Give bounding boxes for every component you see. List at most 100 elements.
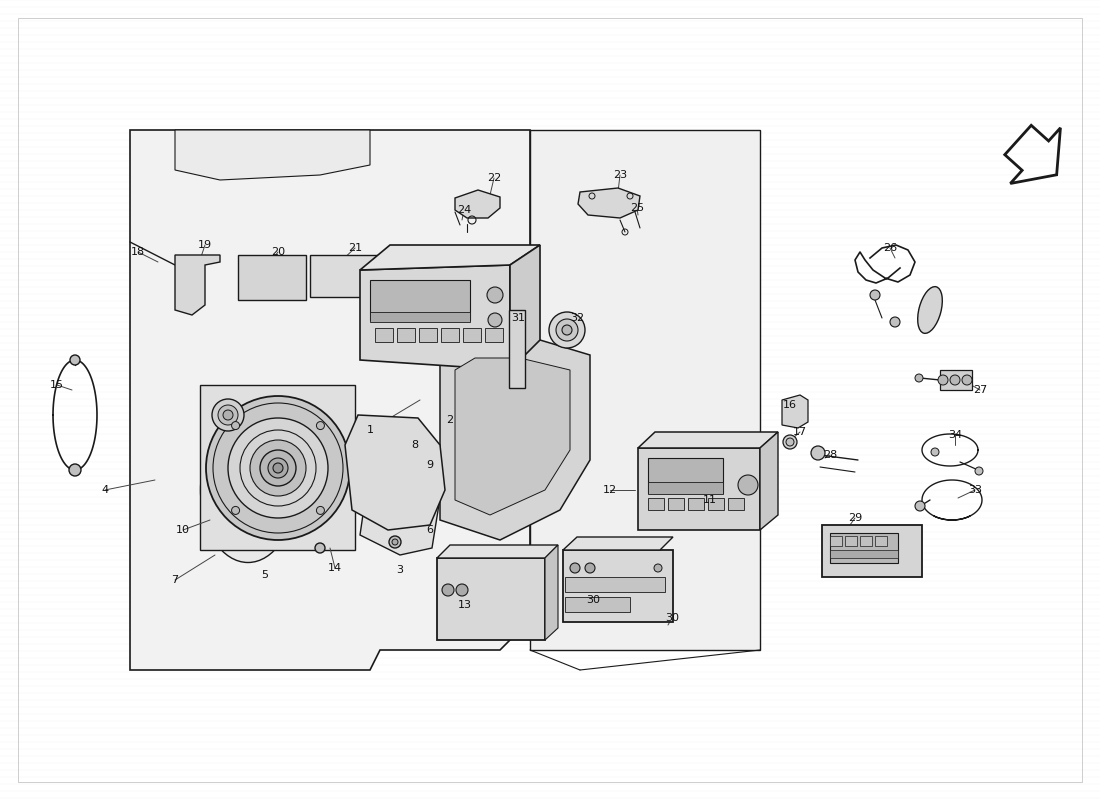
Bar: [830, 533, 898, 563]
Circle shape: [218, 405, 238, 425]
Text: 11: 11: [703, 495, 717, 505]
Circle shape: [392, 539, 398, 545]
Bar: [940, 370, 972, 390]
Text: 28: 28: [823, 450, 837, 460]
Text: 33: 33: [968, 485, 982, 495]
Bar: [728, 498, 744, 510]
Polygon shape: [510, 245, 540, 370]
Circle shape: [268, 458, 288, 478]
Circle shape: [654, 564, 662, 572]
Ellipse shape: [200, 418, 296, 562]
Bar: [565, 597, 630, 612]
Text: 4: 4: [101, 485, 109, 495]
Circle shape: [223, 410, 233, 420]
Ellipse shape: [917, 286, 943, 334]
Text: 21: 21: [348, 243, 362, 253]
Polygon shape: [175, 130, 370, 180]
Circle shape: [915, 501, 925, 511]
Bar: [648, 482, 723, 494]
Circle shape: [931, 448, 939, 456]
Text: 2: 2: [447, 415, 453, 425]
Circle shape: [962, 375, 972, 385]
Bar: [419, 328, 437, 342]
Circle shape: [317, 506, 324, 514]
Circle shape: [389, 536, 402, 548]
Polygon shape: [455, 358, 570, 515]
Text: 20: 20: [271, 247, 285, 257]
Circle shape: [938, 375, 948, 385]
Circle shape: [549, 312, 585, 348]
Bar: [370, 280, 470, 320]
Text: 30: 30: [586, 595, 600, 605]
Text: 10: 10: [176, 525, 190, 535]
Bar: [397, 328, 415, 342]
Text: 9: 9: [427, 460, 433, 470]
Circle shape: [570, 563, 580, 573]
Text: 24: 24: [456, 205, 471, 215]
Bar: [845, 536, 857, 546]
Polygon shape: [782, 395, 808, 428]
Polygon shape: [544, 545, 558, 640]
Bar: [437, 558, 544, 640]
Circle shape: [915, 374, 923, 382]
Text: 34: 34: [948, 430, 962, 440]
Circle shape: [317, 422, 324, 430]
Text: 26: 26: [883, 243, 898, 253]
Bar: [830, 536, 842, 546]
Bar: [200, 385, 355, 550]
Circle shape: [232, 422, 240, 430]
Circle shape: [870, 290, 880, 300]
Circle shape: [556, 319, 578, 341]
Bar: [860, 536, 872, 546]
Text: 30: 30: [666, 613, 679, 623]
Text: 14: 14: [328, 563, 342, 573]
Circle shape: [70, 355, 80, 365]
Bar: [822, 525, 922, 577]
Text: 13: 13: [458, 600, 472, 610]
Circle shape: [975, 467, 983, 475]
Polygon shape: [360, 475, 440, 555]
Text: 12: 12: [603, 485, 617, 495]
Bar: [688, 498, 704, 510]
Text: 15: 15: [50, 380, 64, 390]
Circle shape: [950, 375, 960, 385]
Text: 3: 3: [396, 565, 404, 575]
Circle shape: [786, 438, 794, 446]
Text: 16: 16: [783, 400, 798, 410]
Text: 22: 22: [487, 173, 502, 183]
Circle shape: [250, 440, 306, 496]
Bar: [310, 255, 385, 297]
Polygon shape: [760, 432, 778, 530]
Bar: [375, 328, 393, 342]
Polygon shape: [360, 265, 510, 370]
Circle shape: [562, 325, 572, 335]
Circle shape: [69, 464, 81, 476]
Circle shape: [228, 418, 328, 518]
Circle shape: [585, 563, 595, 573]
Circle shape: [738, 475, 758, 495]
Polygon shape: [345, 415, 446, 530]
Circle shape: [273, 463, 283, 473]
Polygon shape: [638, 448, 760, 530]
Text: 8: 8: [411, 440, 419, 450]
Bar: [463, 328, 481, 342]
Bar: [563, 550, 673, 622]
Circle shape: [487, 287, 503, 303]
Bar: [509, 310, 525, 388]
Bar: [874, 536, 887, 546]
Polygon shape: [360, 245, 540, 270]
Bar: [830, 550, 898, 558]
Circle shape: [488, 313, 502, 327]
Bar: [441, 328, 459, 342]
Text: 18: 18: [131, 247, 145, 257]
Bar: [565, 577, 666, 592]
Bar: [648, 498, 664, 510]
Text: 32: 32: [570, 313, 584, 323]
Circle shape: [442, 584, 454, 596]
Bar: [648, 458, 723, 493]
Polygon shape: [440, 340, 590, 540]
Text: 1: 1: [366, 425, 374, 435]
Circle shape: [232, 506, 240, 514]
Text: 27: 27: [972, 385, 987, 395]
Polygon shape: [175, 255, 220, 315]
